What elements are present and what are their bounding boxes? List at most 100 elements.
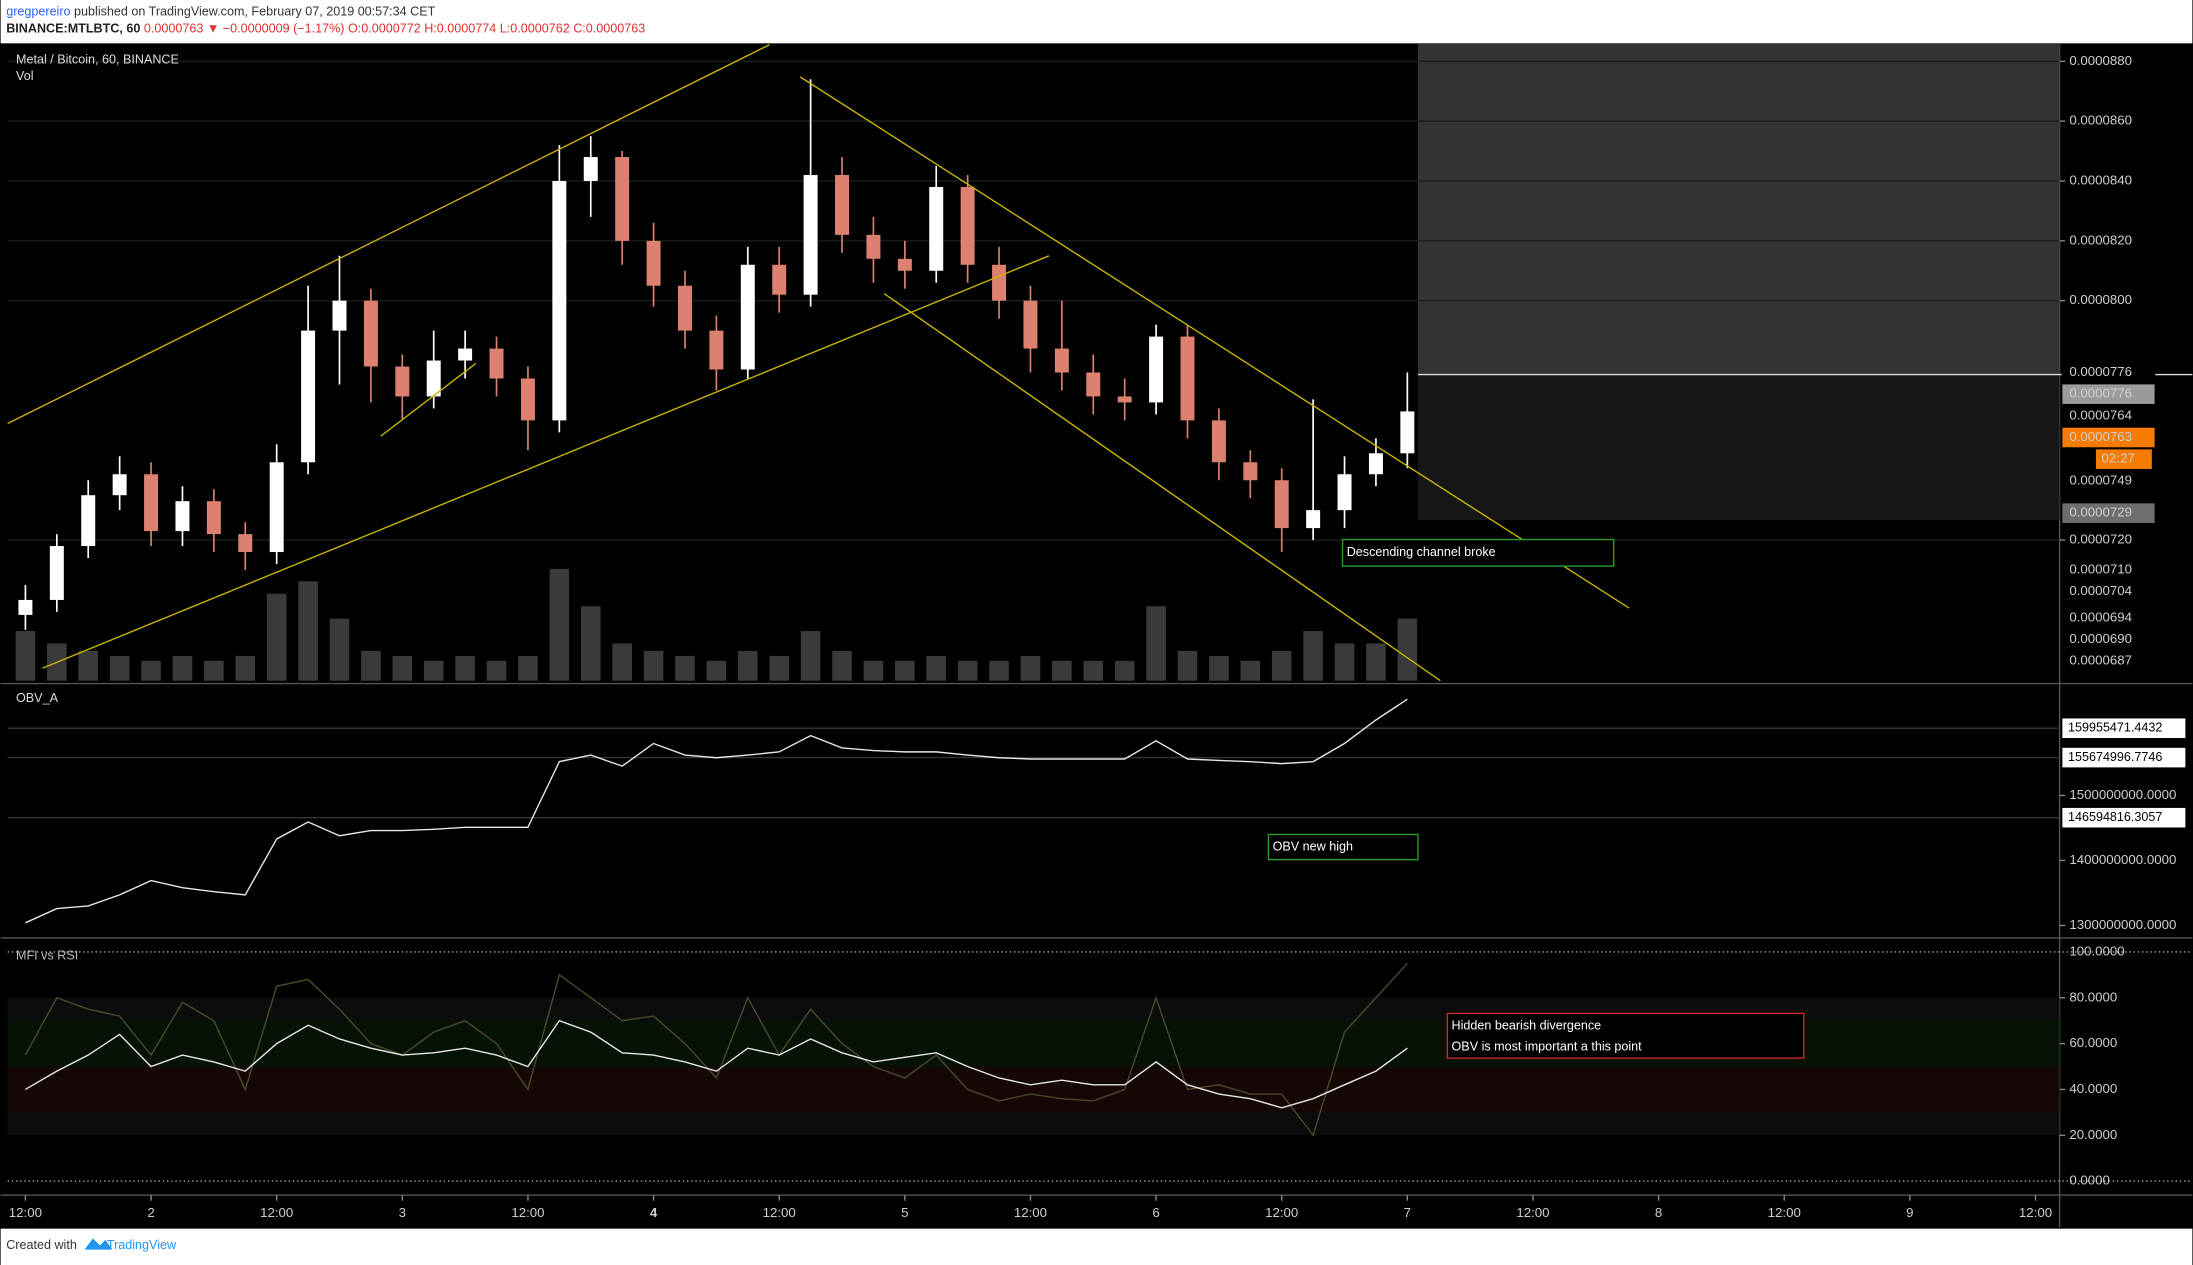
price-label: 0.0000690 [2069, 631, 2132, 646]
price-label-bg [2061, 405, 2156, 427]
candle-body [677, 285, 692, 331]
volume-bar [518, 655, 538, 681]
header-line-2: BINANCE:MTLBTC, 60 0.0000763 ▼ −0.000000… [6, 22, 645, 36]
volume-bar [926, 655, 947, 681]
price-label: 0.0000694 [2069, 609, 2132, 624]
volume-bar [800, 631, 821, 681]
footer-created: Created with [6, 1238, 77, 1252]
x-tick-label: 4 [650, 1205, 658, 1220]
candle-body [458, 348, 473, 361]
volume-bar [832, 650, 852, 681]
obv-label: 155674996.7746 [2068, 750, 2162, 764]
y-tick-label: 0.0000720 [2069, 532, 2132, 547]
mfi-tick-label: 20.0000 [2069, 1127, 2117, 1142]
volume-bar [1209, 655, 1229, 681]
price-label-bg [2061, 470, 2156, 492]
x-tick-label: 12:00 [511, 1205, 544, 1220]
candle-body [615, 157, 630, 241]
candle-body [1211, 420, 1226, 463]
candle-body [206, 501, 221, 535]
quote: 0.0000763 ▼ −0.0000009 (−1.17%) [144, 22, 345, 36]
candle-body [1306, 510, 1321, 529]
volume-bar [1146, 606, 1166, 681]
volume-bar [863, 660, 884, 681]
price-label: 0.0000776 [2069, 364, 2132, 379]
candle-body [1086, 372, 1101, 397]
obv-label-bg [2062, 718, 2186, 739]
volume-bar [486, 660, 507, 681]
volume-bar [78, 650, 99, 681]
candle-body [929, 186, 944, 271]
volume-bar [738, 650, 758, 681]
x-tick-label: 2 [147, 1205, 154, 1220]
volume-bar [298, 581, 318, 681]
candle-body [301, 330, 316, 463]
candle-body [363, 300, 378, 367]
candle-body [897, 258, 912, 271]
volume-bar [455, 655, 475, 681]
author[interactable]: gregpereiro [6, 5, 70, 19]
published: published on TradingView.com, February 0… [74, 5, 436, 19]
price-label-bg [2095, 449, 2152, 469]
x-tick-label: 9 [1906, 1205, 1913, 1220]
price-label: 0.0000729 [2069, 505, 2132, 520]
volume-bar [895, 660, 915, 681]
volume-bar [580, 606, 601, 681]
candle-body [112, 474, 127, 496]
trend-line [42, 255, 1050, 669]
band-lower [7, 1066, 2060, 1113]
price-label-bg [2061, 362, 2156, 383]
candle-body [81, 495, 96, 547]
mfi-tick-label: 40.0000 [2069, 1081, 2117, 1096]
candle-body [489, 348, 504, 379]
mfi-tick-label: 80.0000 [2069, 989, 2117, 1004]
candle-body [1054, 348, 1069, 373]
candle-body [866, 234, 881, 259]
volume-bar [1334, 643, 1355, 681]
volume-title: Vol [16, 69, 33, 83]
header-line-1: gregpereiro published on TradingView.com… [6, 5, 435, 19]
obv-tick-label: 1300000000.0000 [2069, 917, 2176, 932]
obv-title: OBV_A [16, 691, 59, 705]
annotation: OBV is most important a this point [1452, 1039, 1643, 1053]
x-tick-label: 12:00 [2019, 1205, 2052, 1220]
volume-bar [549, 568, 570, 681]
volume-bar [989, 660, 1009, 681]
series-line-mfi [24, 962, 1408, 1137]
obv-label: 159955471.4432 [2068, 721, 2162, 735]
logo [84, 1238, 113, 1250]
mfi-tick-label: 0.0000 [2069, 1173, 2110, 1188]
volume-bar [1303, 631, 1323, 681]
obv-line [25, 698, 1408, 924]
position-target [1417, 43, 2060, 375]
candle-body [426, 360, 441, 397]
x-tick-label: 12:00 [1265, 1205, 1298, 1220]
price-label: 0.0000763 [2069, 429, 2132, 444]
candle-body [238, 534, 253, 553]
volume-bar [1177, 650, 1198, 681]
ohlc-high: H:0.0000774 [424, 22, 496, 36]
candle-body [1400, 411, 1415, 454]
candle-body [646, 240, 661, 286]
x-tick-label: 8 [1655, 1205, 1662, 1220]
x-tick-label: 12:00 [9, 1205, 42, 1220]
volume-bar [1271, 650, 1292, 681]
candle-body [740, 264, 755, 370]
candle-body [18, 599, 33, 615]
footer-brand[interactable]: TradingView [107, 1238, 177, 1252]
mfi-tick-label: 60.0000 [2069, 1035, 2117, 1050]
candle-body [552, 180, 567, 421]
x-tick-label: 12:00 [763, 1205, 796, 1220]
obv-label-bg [2062, 807, 2186, 828]
volume-bar [1397, 618, 1418, 681]
price-label-bg [2062, 427, 2155, 448]
candle-body [395, 366, 410, 397]
volume-bar [109, 655, 130, 681]
symbol: BINANCE:MTLBTC, 60 [6, 22, 140, 36]
candle-body [1149, 336, 1164, 403]
x-tick-label: 12:00 [1768, 1205, 1801, 1220]
obv-label-bg [2062, 747, 2186, 768]
annotation: Hidden bearish divergence [1452, 1018, 1602, 1032]
candle-body [520, 378, 535, 421]
